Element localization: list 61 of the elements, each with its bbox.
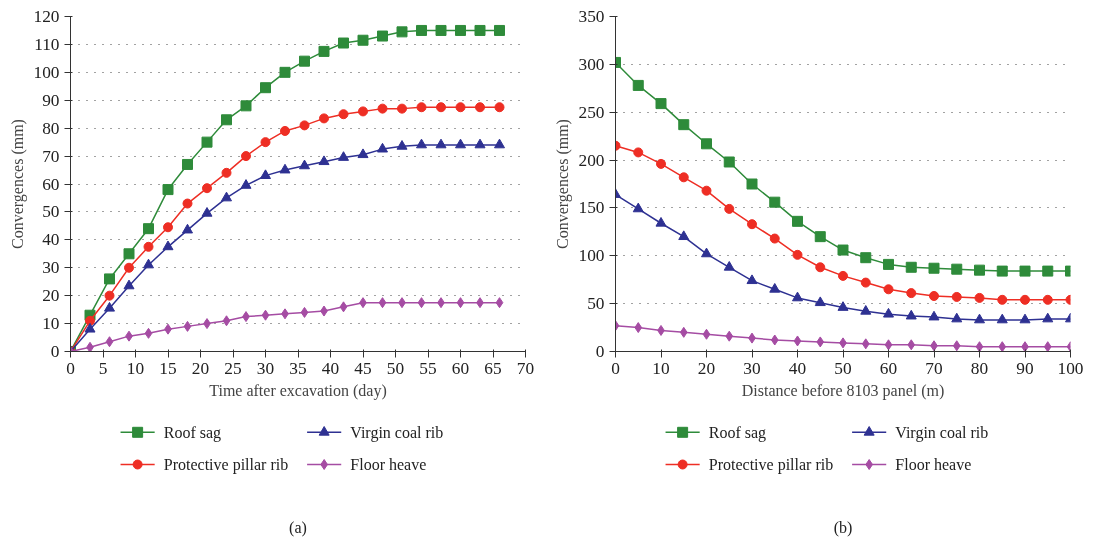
x-tick-label: 10 [652, 358, 670, 378]
x-tick-label: 40 [321, 358, 340, 378]
x-tick-label: 90 [1016, 358, 1034, 378]
x-tick-label: 40 [788, 358, 807, 378]
y-tick-label: 300 [578, 54, 605, 74]
legend-label: Roof sag [163, 423, 222, 442]
x-tick-label: 65 [484, 358, 502, 378]
x-tick-label: 35 [289, 358, 307, 378]
y-tick-label: 0 [595, 342, 605, 361]
legend-label: Floor heave [350, 456, 427, 473]
x-tick-label: 50 [834, 358, 852, 378]
text: (a) [289, 519, 307, 537]
y-tick-label: 100 [33, 62, 60, 82]
y-tick-label: 70 [42, 146, 60, 166]
y-axis-title: Convergences (mm) [553, 119, 572, 249]
x-tick-label: 30 [256, 358, 275, 378]
x-tick-label: 10 [126, 358, 145, 378]
y-tick-label: 10 [42, 314, 60, 334]
x-tick-label: 70 [925, 358, 943, 378]
x-tick-label: 100 [1057, 358, 1084, 378]
x-tick-label: 15 [159, 358, 177, 378]
x-tick-label: 60 [451, 358, 470, 378]
x-tick-label: 0 [611, 358, 620, 378]
y-tick-label: 90 [42, 90, 60, 110]
text: (b) [833, 519, 853, 537]
y-tick-label: 110 [34, 34, 60, 54]
y-axis-title: Convergences (mm) [8, 119, 27, 249]
legend-label: Protective pillar rib [708, 456, 834, 474]
x-tick-label: 70 [516, 358, 535, 378]
y-tick-label: 50 [587, 294, 605, 314]
x-tick-label: 25 [224, 358, 242, 378]
y-tick-label: 350 [578, 7, 605, 26]
y-tick-label: 200 [578, 150, 605, 170]
legend-label: Protective pillar rib [163, 456, 289, 474]
y-tick-label: 50 [42, 202, 60, 222]
y-tick-label: 30 [42, 258, 60, 278]
legend-label: Roof sag [708, 423, 767, 442]
x-tick-label: 60 [879, 358, 898, 378]
legend-label: Floor heave [895, 456, 972, 473]
x-tick-label: 0 [66, 358, 75, 378]
x-tick-label: 80 [970, 358, 989, 378]
legend-label: Virgin coal rib [895, 423, 989, 442]
y-tick-label: 100 [578, 246, 605, 266]
x-tick-label: 20 [191, 358, 210, 378]
x-tick-label: 5 [98, 358, 108, 378]
y-tick-label: 40 [42, 230, 60, 250]
x-axis-title: Distance before 8103 panel (m) [741, 381, 945, 400]
y-tick-label: 150 [578, 198, 605, 218]
x-tick-label: 45 [354, 358, 372, 378]
y-tick-label: 80 [42, 118, 60, 138]
y-tick-label: 120 [33, 7, 60, 26]
y-tick-label: 250 [578, 102, 605, 122]
y-tick-label: 0 [50, 342, 60, 361]
x-tick-label: 50 [386, 358, 405, 378]
x-tick-label: 30 [743, 358, 761, 378]
y-tick-label: 20 [42, 286, 60, 306]
y-tick-label: 60 [42, 174, 60, 194]
x-tick-label: 20 [697, 358, 716, 378]
x-tick-label: 55 [419, 358, 437, 378]
x-axis-title: Time after excavation (day) [209, 381, 387, 400]
legend-label: Virgin coal rib [350, 423, 444, 442]
